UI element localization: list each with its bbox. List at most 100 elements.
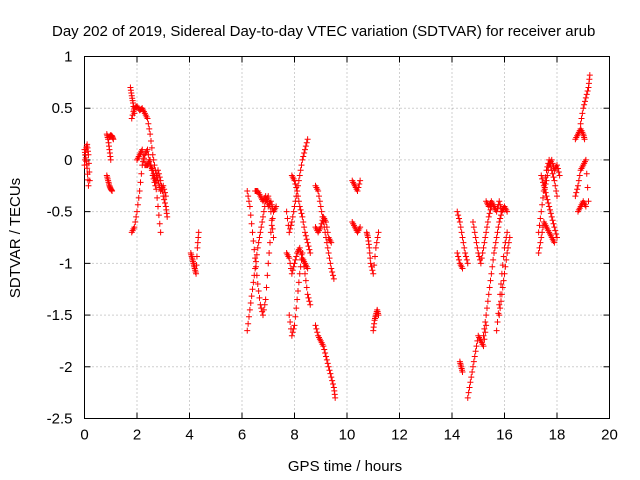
data-point — [302, 143, 309, 150]
data-point — [545, 200, 552, 207]
data-point — [286, 229, 293, 236]
data-point — [145, 120, 152, 127]
data-point — [459, 368, 466, 375]
data-point — [132, 218, 139, 225]
data-point — [259, 218, 266, 225]
data-point — [582, 156, 589, 163]
data-point — [552, 182, 559, 189]
data-point — [246, 313, 252, 320]
data-point — [85, 176, 91, 183]
data-point — [297, 206, 304, 213]
data-point — [270, 234, 277, 241]
data-point — [141, 156, 147, 163]
data-point — [248, 220, 255, 227]
data-point — [294, 187, 301, 194]
data-point — [484, 298, 491, 305]
data-point — [460, 239, 467, 246]
data-point — [305, 243, 312, 250]
data-point — [193, 262, 200, 269]
data-point — [301, 263, 308, 270]
x-tick-label: 0 — [80, 427, 88, 444]
data-point — [500, 277, 507, 284]
data-point — [484, 224, 490, 231]
y-tick-label: -0.5 — [47, 204, 73, 221]
data-point — [535, 250, 542, 257]
data-point — [267, 229, 274, 236]
data-point — [313, 325, 320, 332]
data-point — [258, 224, 265, 231]
data-point — [547, 206, 553, 213]
x-tick-label: 8 — [290, 427, 298, 444]
data-point — [549, 170, 556, 177]
data-point — [493, 327, 500, 334]
data-point — [544, 196, 551, 203]
data-point — [284, 215, 291, 222]
data-point — [246, 203, 253, 210]
data-point — [536, 222, 543, 229]
data-point — [249, 229, 256, 236]
data-point — [486, 210, 493, 217]
data-point — [256, 294, 263, 301]
data-point — [289, 329, 296, 336]
data-point — [472, 348, 479, 355]
data-point — [484, 218, 491, 225]
data-point — [370, 270, 377, 277]
data-point — [483, 312, 490, 319]
data-point — [463, 256, 470, 263]
y-tick-label: -2 — [59, 359, 72, 376]
data-point — [581, 136, 588, 143]
data-point — [134, 208, 140, 215]
data-point — [550, 220, 557, 227]
data-point — [307, 250, 314, 257]
data-point — [465, 389, 472, 396]
data-point — [324, 244, 331, 251]
data-point — [486, 284, 493, 291]
data-point — [485, 213, 492, 220]
data-point — [495, 224, 502, 231]
data-point — [372, 244, 379, 251]
data-point — [491, 250, 497, 257]
data-point — [327, 260, 334, 267]
data-point — [157, 177, 164, 184]
data-point — [470, 218, 476, 225]
data-point — [494, 318, 501, 325]
data-point — [461, 244, 468, 251]
y-ticks: 1 0.5 0 -0.5 -1 -1.5 -2 -2.5 — [47, 49, 610, 428]
data-point — [295, 279, 302, 286]
data-point — [305, 294, 312, 301]
data-point — [257, 229, 264, 236]
y-axis-label: SDTVAR / TECUs — [7, 178, 24, 298]
data-point — [153, 186, 160, 193]
data-point — [504, 250, 511, 257]
data-point — [323, 353, 329, 360]
x-tick-label: 6 — [238, 427, 246, 444]
data-point — [260, 213, 266, 220]
y-tick-label: -1.5 — [47, 307, 73, 324]
data-point — [156, 174, 163, 181]
data-point — [160, 193, 167, 200]
data-point — [328, 239, 335, 246]
data-point — [354, 187, 361, 194]
data-point — [85, 182, 92, 189]
data-point — [193, 270, 200, 277]
data-point — [109, 187, 116, 194]
data-point — [583, 170, 590, 177]
data-point — [550, 174, 557, 181]
data-point — [482, 234, 489, 241]
data-point — [332, 394, 339, 401]
data-point — [134, 201, 141, 208]
data-point — [159, 187, 166, 194]
data-point — [304, 265, 311, 272]
data-point — [245, 193, 252, 200]
data-point — [471, 353, 478, 360]
data-point — [299, 213, 306, 220]
data-point — [261, 301, 268, 308]
data-point — [287, 225, 294, 232]
data-point — [366, 250, 373, 257]
data-point — [164, 213, 171, 220]
data-point — [247, 300, 254, 307]
data-point — [556, 172, 563, 179]
data-point — [553, 187, 560, 194]
data-point — [554, 193, 560, 200]
data-point — [320, 343, 327, 350]
